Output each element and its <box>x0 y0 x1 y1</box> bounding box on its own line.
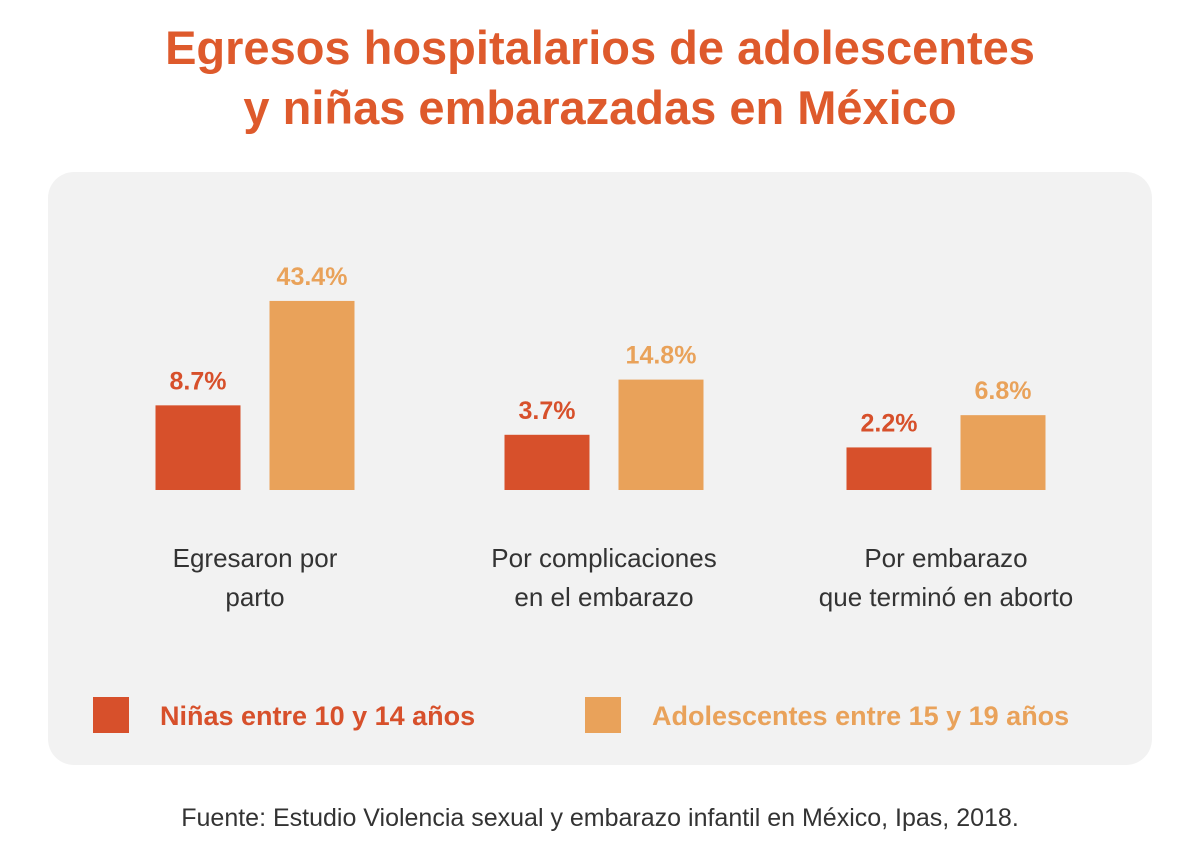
bar-adolescentes-1 <box>618 379 704 490</box>
legend-label: Niñas entre 10 y 14 años <box>160 701 475 731</box>
category-label: parto <box>225 582 284 612</box>
bar-adolescentes-0 <box>269 300 355 490</box>
bar-adolescentes-2 <box>960 415 1046 490</box>
category-label: Egresaron por <box>173 543 338 573</box>
data-label: 14.8% <box>626 342 697 370</box>
legend-label: Adolescentes entre 15 y 19 años <box>652 701 1069 731</box>
data-label: 43.4% <box>277 263 348 291</box>
legend-swatch <box>93 697 129 733</box>
legend-swatch <box>585 697 621 733</box>
data-label: 2.2% <box>861 409 918 437</box>
category-label: en el embarazo <box>514 582 693 612</box>
bar-ninas-1 <box>504 434 590 490</box>
category-label: Por complicaciones <box>491 543 716 573</box>
bar-ninas-0 <box>155 405 241 490</box>
chart-title: Egresos hospitalarios de adolescentes y … <box>0 18 1200 138</box>
category-label: que terminó en aborto <box>819 582 1073 612</box>
bar-ninas-2 <box>846 447 932 490</box>
category-label: Por embarazo <box>864 543 1027 573</box>
title-line-1: Egresos hospitalarios de adolescentes <box>165 21 1035 74</box>
data-label: 6.8% <box>975 377 1032 405</box>
data-label: 8.7% <box>170 367 227 395</box>
source-note: Fuente: Estudio Violencia sexual y embar… <box>181 804 1019 832</box>
data-label: 3.7% <box>519 397 576 425</box>
title-line-2: y niñas embarazadas en México <box>243 81 957 134</box>
